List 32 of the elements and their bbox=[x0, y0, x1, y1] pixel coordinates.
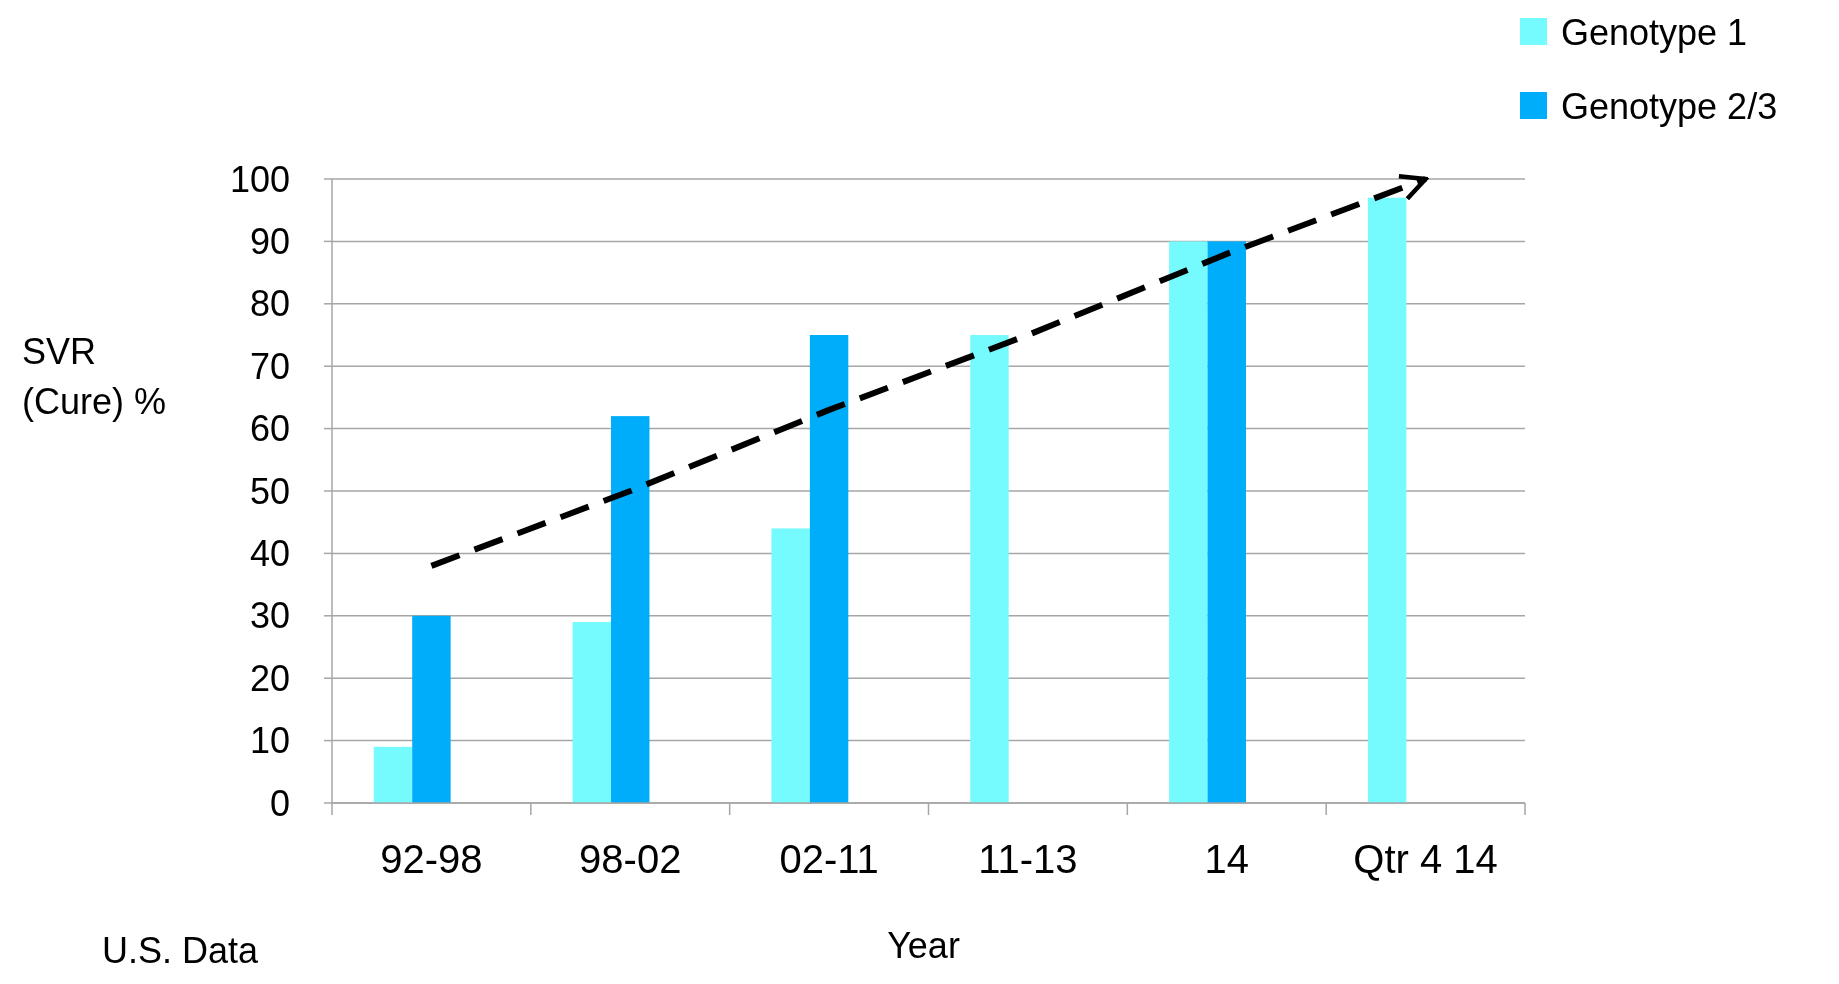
x-tick-label: 11-13 bbox=[978, 837, 1078, 881]
y-tick-label: 90 bbox=[249, 221, 290, 262]
bar bbox=[809, 335, 849, 803]
bar bbox=[412, 615, 451, 803]
x-tick-label: 98-02 bbox=[579, 837, 682, 881]
bar bbox=[1207, 241, 1246, 803]
bar bbox=[373, 746, 413, 803]
legend-label: Genotype 1 bbox=[1561, 11, 1748, 53]
y-tick-label: 10 bbox=[249, 720, 290, 762]
bar bbox=[1169, 241, 1208, 803]
y-tick-label: 40 bbox=[249, 533, 290, 574]
y-tick-label: 80 bbox=[249, 283, 290, 325]
bar bbox=[970, 335, 1009, 803]
y-tick-label: 30 bbox=[249, 595, 290, 637]
y-axis-title: SVR (Cure) % bbox=[22, 331, 167, 422]
x-tick-label: Qtr 4 14 bbox=[1353, 837, 1498, 881]
bar bbox=[1367, 197, 1407, 803]
legend-label: Genotype 2/3 bbox=[1561, 85, 1778, 127]
y-tick-label: 60 bbox=[249, 408, 290, 450]
x-tick-label: 92-98 bbox=[380, 837, 483, 881]
bar bbox=[611, 416, 650, 803]
text: U.S. Data bbox=[102, 930, 260, 971]
bar bbox=[572, 622, 612, 803]
x-tick-label: 14 bbox=[1204, 837, 1249, 881]
y-tick-label: 50 bbox=[249, 470, 290, 512]
y-tick-label: 0 bbox=[269, 782, 290, 824]
y-tick-label: 20 bbox=[249, 657, 290, 699]
y-tick-label: 70 bbox=[249, 345, 290, 387]
x-axis-title: Year bbox=[887, 925, 960, 966]
bar bbox=[771, 528, 810, 803]
y-tick-label: 100 bbox=[229, 158, 290, 200]
x-tick-label: 02-11 bbox=[779, 837, 879, 881]
